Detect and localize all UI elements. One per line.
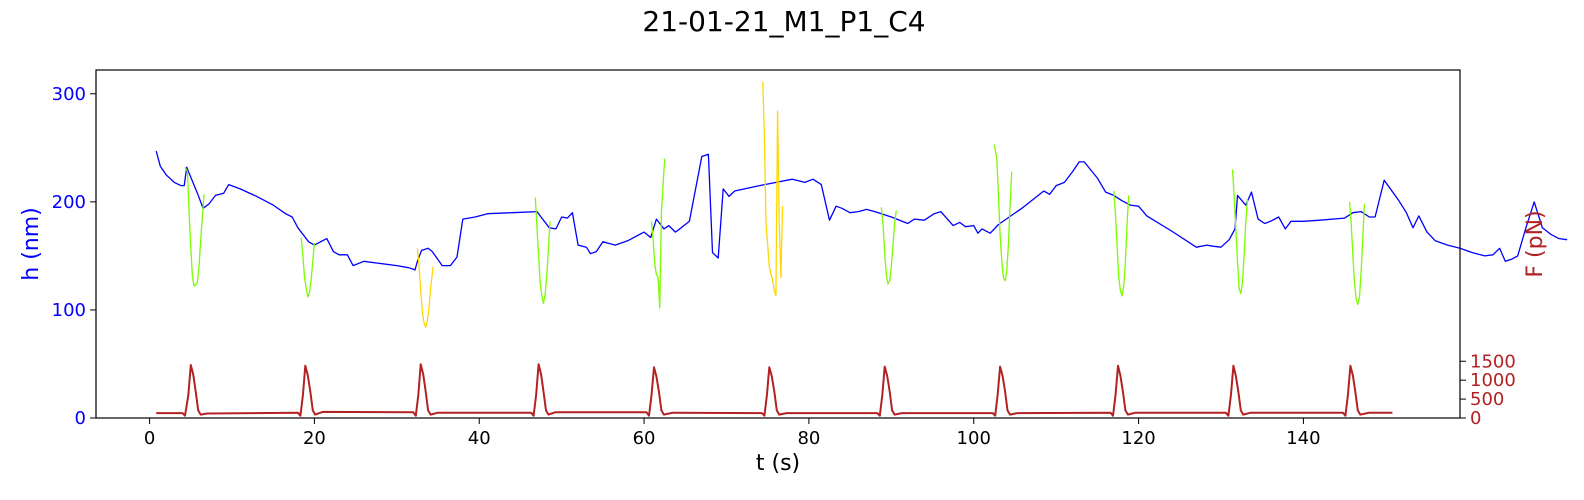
height-series-line-8 bbox=[993, 144, 1013, 282]
y-left-tick-label: 0 bbox=[75, 408, 86, 429]
y-right-tick-label: 1500 bbox=[1470, 351, 1516, 372]
height-series-line-7 bbox=[880, 207, 897, 285]
height-series-line-2 bbox=[300, 237, 316, 298]
plot-frame bbox=[95, 69, 1461, 419]
x-tick-label: 80 bbox=[797, 428, 820, 449]
x-tick-label: 60 bbox=[633, 428, 656, 449]
y-left-axis-title: h (nm) bbox=[19, 207, 44, 280]
x-tick-label: 100 bbox=[957, 428, 991, 449]
y-left-tick-label: 300 bbox=[52, 84, 86, 105]
y-right-tick-label: 1000 bbox=[1470, 370, 1516, 391]
height-series-line-5 bbox=[650, 158, 666, 309]
x-tick-label: 0 bbox=[144, 428, 155, 449]
height-series-line-11 bbox=[1348, 201, 1366, 306]
height-series-line-9 bbox=[1113, 190, 1130, 297]
y-left-tick-label: 200 bbox=[52, 192, 86, 213]
height-series-line-6 bbox=[762, 81, 784, 297]
y-right-tick-label: 500 bbox=[1470, 389, 1504, 410]
chart-title: 21-01-21_M1_P1_C4 bbox=[642, 5, 925, 38]
height-series-line-3 bbox=[416, 248, 434, 328]
y-right-tick-label: 0 bbox=[1470, 408, 1481, 429]
x-tick-label: 20 bbox=[303, 428, 326, 449]
y-right-axis-title: F (pN) bbox=[1523, 210, 1548, 277]
x-tick-label: 40 bbox=[468, 428, 491, 449]
height-series-line-1 bbox=[184, 166, 205, 287]
x-tick-label: 120 bbox=[1121, 428, 1155, 449]
height-series-line-0 bbox=[155, 150, 1568, 271]
height-series-line-4 bbox=[534, 197, 551, 305]
x-axis-title: t (s) bbox=[756, 451, 800, 476]
series-layer bbox=[155, 81, 1568, 417]
y-left-tick-label: 100 bbox=[52, 300, 86, 321]
x-tick-label: 140 bbox=[1286, 428, 1320, 449]
height-series-line-10 bbox=[1231, 169, 1249, 295]
force-series-line-12 bbox=[156, 363, 1393, 417]
